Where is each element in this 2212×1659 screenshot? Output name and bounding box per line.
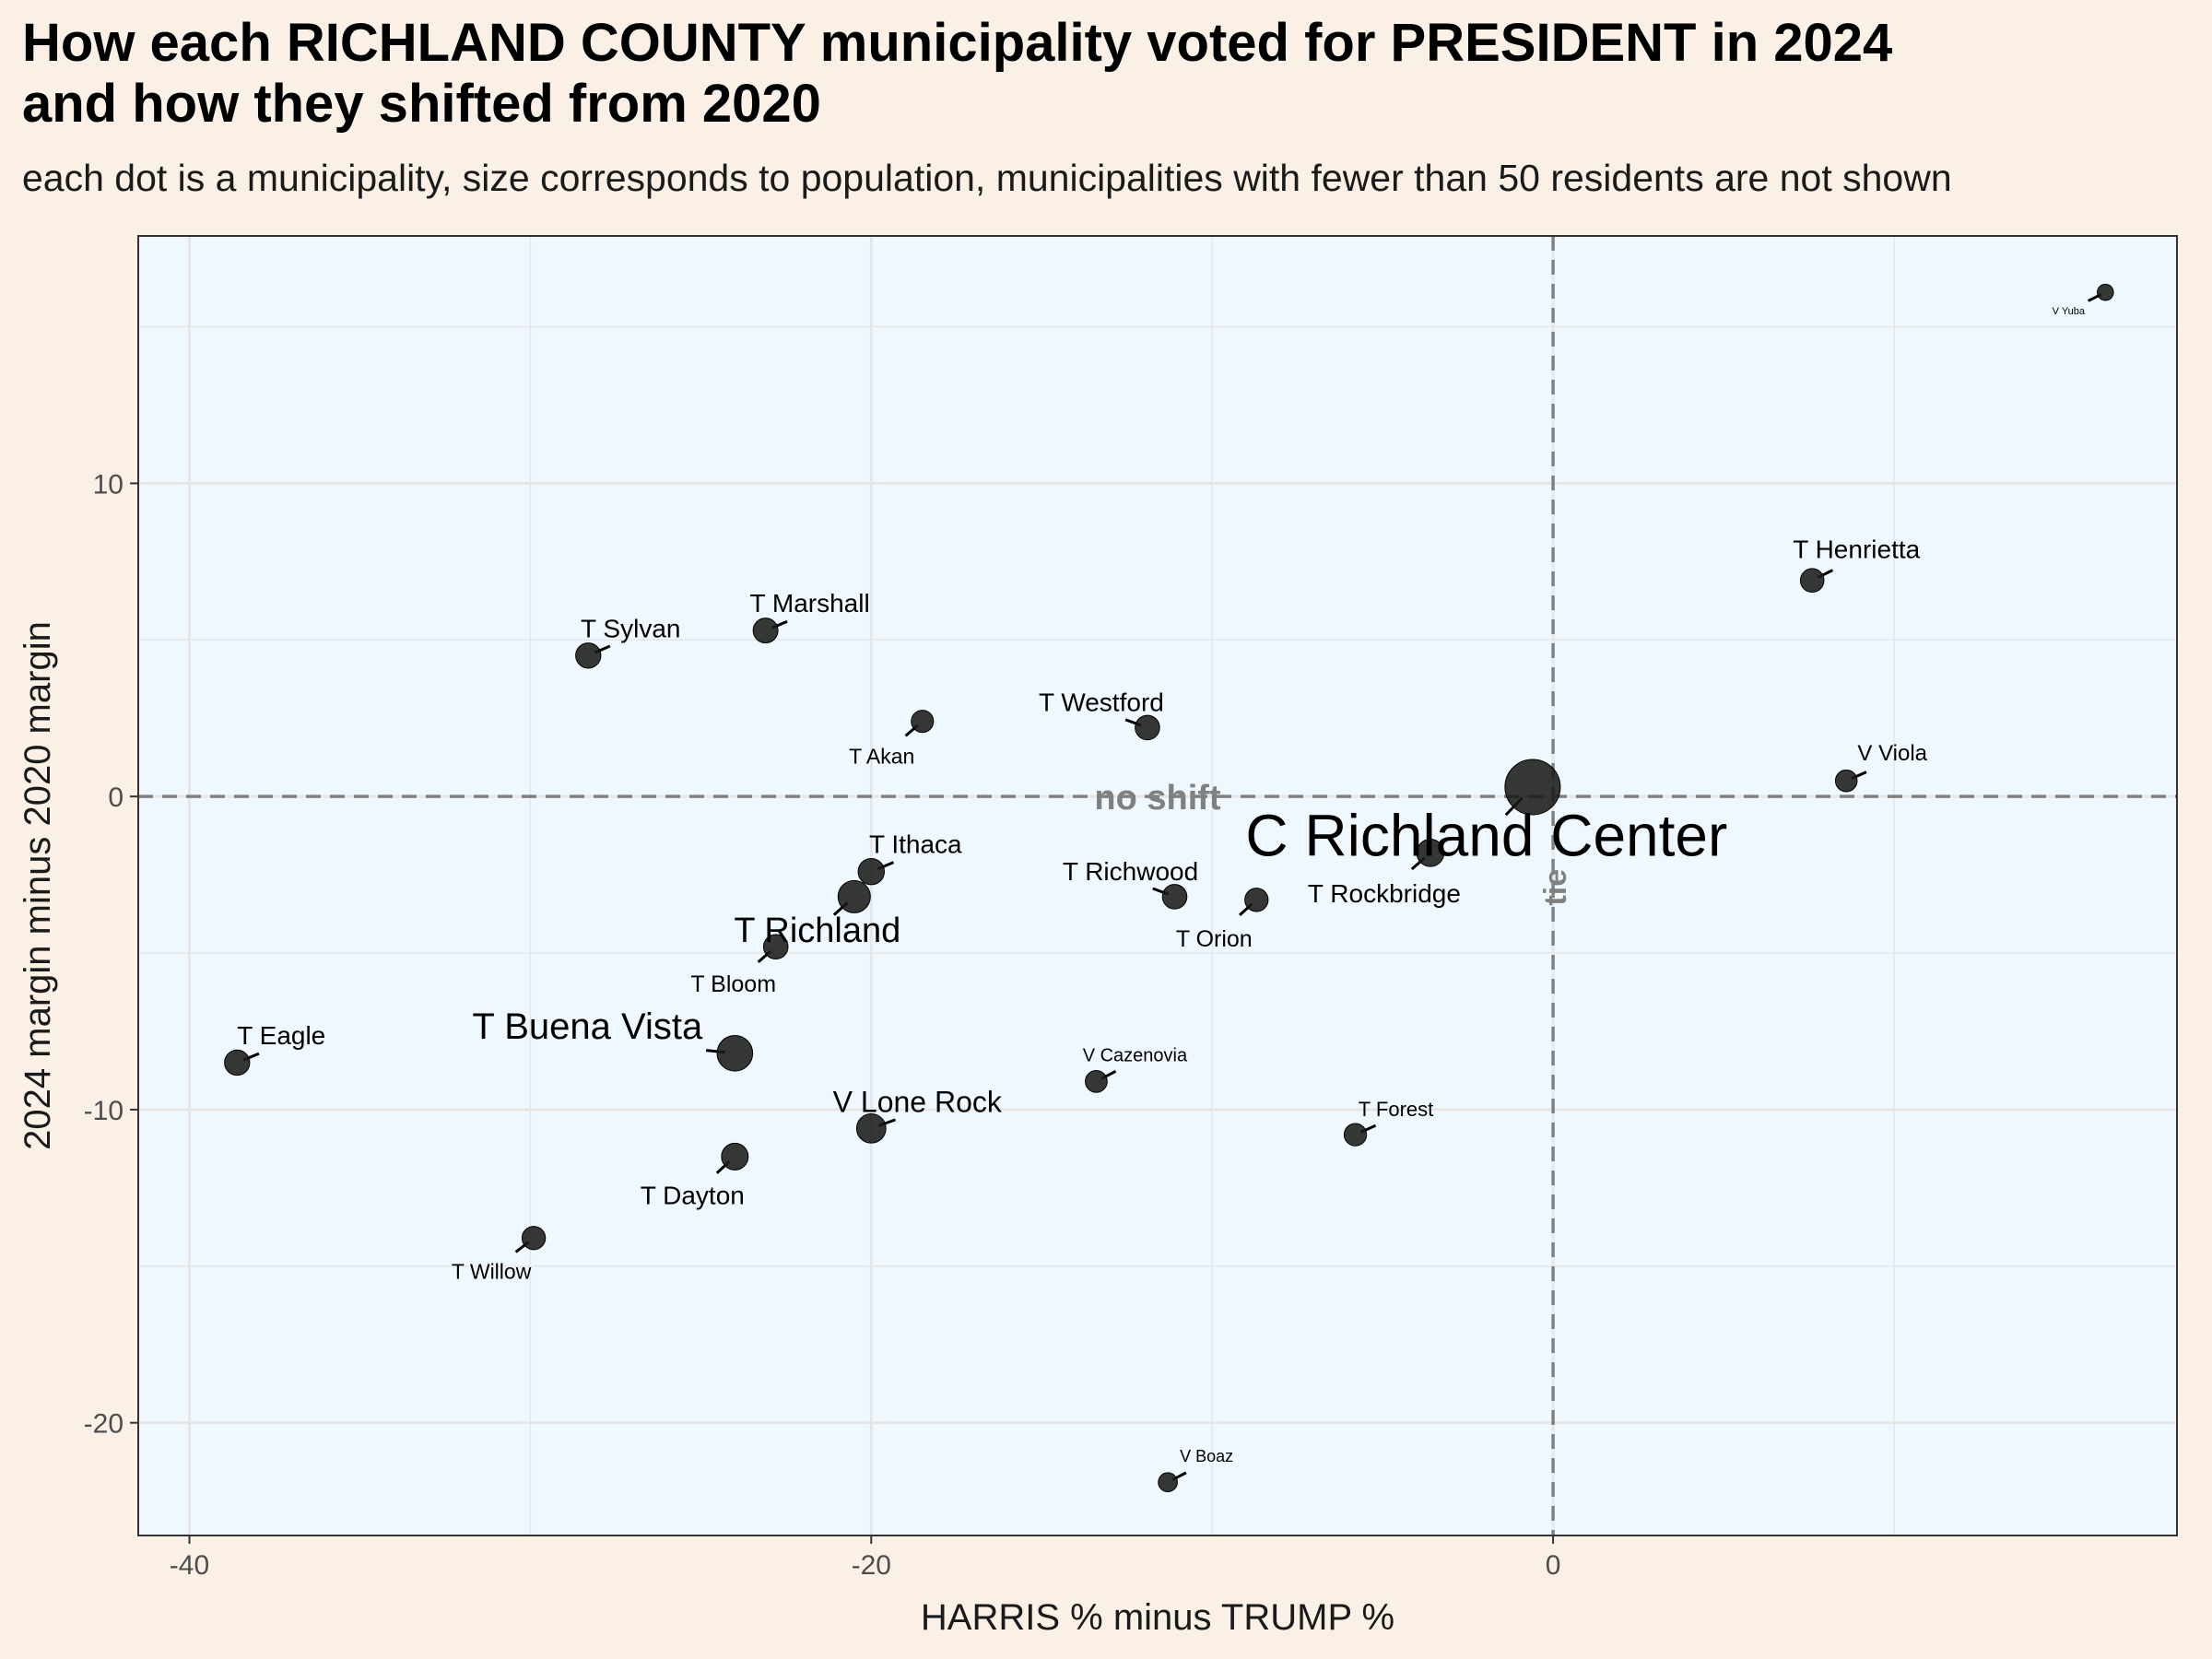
municipality-points	[224, 283, 2114, 1493]
label-t-rockbridge: T Rockbridge	[1308, 879, 1461, 908]
point-t-bloom	[762, 934, 789, 960]
chart-title-line-2: and how they shifted from 2020	[22, 74, 821, 134]
point-t-richwood	[1161, 884, 1188, 910]
point-v-cazenovia	[1085, 1069, 1108, 1093]
y-tick-label: -10	[84, 1096, 124, 1126]
point-t-buena-vista	[716, 1034, 754, 1072]
label-t-bloom: T Bloom	[690, 971, 776, 997]
minor-gridlines	[138, 236, 2177, 1535]
label-t-sylvan: T Sylvan	[581, 614, 680, 642]
point-t-sylvan	[575, 642, 602, 669]
point-v-lone-rock	[855, 1112, 887, 1144]
y-tick-label: -20	[84, 1409, 124, 1440]
point-t-eagle	[224, 1049, 251, 1077]
label-t-orion: T Orion	[1176, 926, 1253, 952]
point-t-marshall	[752, 618, 779, 644]
label-c-richland-center: C Richland Center	[1245, 802, 1727, 868]
no-shift-label: no shift	[1094, 779, 1221, 818]
point-v-yuba	[2097, 283, 2114, 301]
label-t-marshall: T Marshall	[750, 589, 870, 618]
point-t-westford	[1135, 714, 1160, 741]
label-t-forest: T Forest	[1359, 1098, 1434, 1121]
label-t-buena-vista: T Buena Vista	[472, 1006, 703, 1047]
chart-title: How each RICHLAND COUNTY municipality vo…	[22, 13, 2197, 135]
point-t-dayton	[721, 1142, 749, 1171]
point-v-boaz	[1158, 1472, 1178, 1493]
label-v-yuba: V Yuba	[2053, 306, 2086, 317]
point-t-henrietta	[1799, 568, 1825, 594]
axes: -40 -20 0 -20 -10 0 10	[84, 469, 1561, 1581]
label-t-akan: T Akan	[849, 745, 914, 769]
label-v-viola: V Viola	[1857, 741, 1927, 766]
label-t-willow: T Willow	[452, 1259, 532, 1283]
x-tick-label: -20	[852, 1550, 891, 1581]
label-v-lone-rock: V Lone Rock	[833, 1085, 1003, 1118]
point-t-richland	[837, 879, 871, 913]
point-t-akan	[911, 710, 935, 734]
municipality-labels: V Yuba T Henrietta V Viola C Richland Cente…	[237, 306, 2086, 1465]
point-t-orion	[1244, 888, 1269, 912]
plot-panel-border	[137, 235, 2178, 1536]
label-t-richland: T Richland	[734, 912, 900, 950]
x-tick-label: 0	[1546, 1550, 1561, 1581]
point-c-richland-center	[1504, 759, 1561, 816]
point-t-ithaca	[857, 857, 886, 886]
point-t-willow	[521, 1226, 547, 1251]
point-t-rockbridge	[1416, 839, 1445, 867]
point-t-forest	[1343, 1123, 1368, 1147]
reference-lines: no shift tie	[138, 236, 2177, 1535]
label-t-richwood: T Richwood	[1063, 857, 1198, 886]
chart-subtitle: each dot is a municipality, size corresp…	[22, 157, 1952, 199]
chart-title-line-1: How each RICHLAND COUNTY municipality vo…	[22, 13, 1893, 73]
tie-label: tie	[1538, 869, 1573, 906]
label-t-ithaca: T Ithaca	[869, 830, 962, 859]
label-t-westford: T Westford	[1039, 688, 1164, 716]
x-axis-title: HARRIS % minus TRUMP %	[921, 1597, 1394, 1638]
label-t-henrietta: T Henrietta	[1793, 535, 1920, 564]
plot-panel	[138, 236, 2177, 1535]
x-tick-label: -40	[170, 1550, 209, 1581]
label-v-cazenovia: V Cazenovia	[1083, 1045, 1188, 1065]
y-tick-label: 10	[93, 469, 124, 500]
y-tick-label: 0	[108, 782, 124, 813]
point-v-viola	[1834, 769, 1858, 793]
label-t-eagle: T Eagle	[237, 1021, 325, 1050]
label-t-dayton: T Dayton	[641, 1182, 745, 1210]
y-axis-title: 2024 margin minus 2020 margin	[18, 621, 58, 1150]
label-v-boaz: V Boaz	[1180, 1447, 1233, 1465]
